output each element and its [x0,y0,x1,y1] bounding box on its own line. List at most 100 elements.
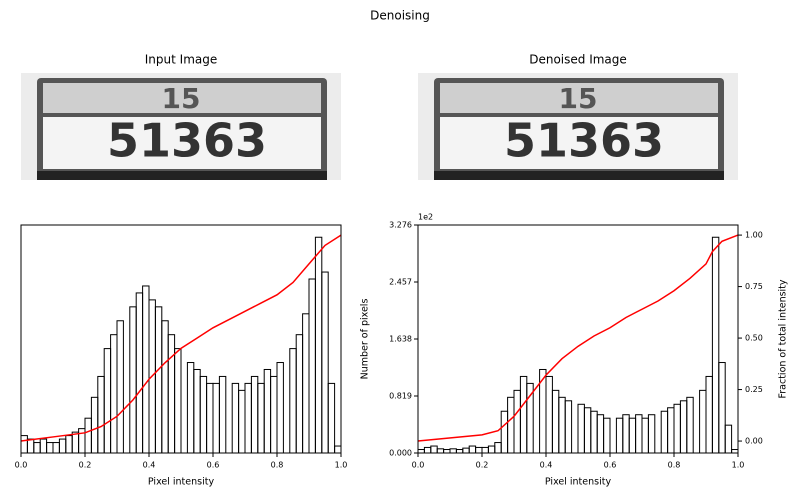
histogram-bar [302,313,310,454]
histogram-bar [513,389,521,454]
x-tick-label: 0.8 [271,461,284,470]
histogram-bar [699,389,707,454]
x-axis-label: Pixel intensity [545,477,612,488]
histogram-bar [603,417,611,454]
histogram-bar [500,410,509,454]
image-title: Input Image [145,53,217,67]
x-tick-label: 0.4 [143,461,156,470]
histogram-bar [564,400,573,454]
histogram-bar [443,449,451,454]
plate-code: 15 [162,82,201,115]
histogram-bar [218,375,227,454]
y2-tick-label: 0.25 [745,385,763,394]
histogram-bar [679,400,688,454]
x-axis-label: Pixel intensity [148,477,215,488]
histogram-bar [667,407,675,454]
y2-tick-label: 0.75 [745,282,763,291]
histogram-bar [731,449,739,454]
x-tick-label: 1.0 [335,461,348,470]
histogram-bar [199,375,208,454]
histogram-bar [641,417,649,454]
histogram-bar [724,424,733,454]
y2-tick-label: 1.00 [745,231,763,240]
y2-tick-label: 0.50 [745,334,763,343]
histogram-bar [628,417,637,454]
histogram-bar [129,306,137,454]
histogram-bar [615,417,624,454]
histogram-bar [622,414,630,454]
histogram-bar [430,445,438,454]
histogram-bar [289,348,297,454]
y-axis-label: Number of pixels [360,299,371,380]
x-tick-label: 0.4 [540,461,553,470]
histogram-bar [334,445,342,454]
figure-title: Denoising [370,9,430,23]
histogram-bar [647,414,656,454]
x-tick-label: 1.0 [732,461,745,470]
histogram-bar [660,410,669,454]
x-tick-label: 0.8 [668,461,681,470]
plate-bar [37,171,327,180]
histogram-bar [673,403,681,454]
axes-frame [20,224,342,454]
histogram-bar [436,448,445,454]
histogram-bar [90,396,99,454]
histogram-bar [244,382,252,454]
histogram-bar [711,236,720,454]
histogram-bar [596,414,605,454]
histogram-bar [308,278,316,454]
y-tick-label: 2.457 [389,278,412,287]
histogram-bar [417,449,425,454]
histogram-bar [295,334,304,454]
histogram-bar [551,389,560,454]
histogram-bar [423,446,432,454]
histogram-bar [116,320,124,454]
y-tick-label: 0.000 [389,449,412,458]
histogram-bar [238,389,246,454]
histogram-bar [186,362,195,454]
histogram-bar [270,375,278,454]
histogram-bar [327,382,336,454]
plate-code: 15 [559,82,598,115]
histogram-bar [590,410,598,454]
plate-top [43,83,321,113]
plate-number: 51363 [107,114,267,168]
histogram-bar [212,382,220,454]
histogram-bar [33,442,41,454]
histogram-bar [26,438,35,454]
y-tick-label: 3.276 [389,221,412,230]
x-tick-label: 0.2 [476,461,489,470]
histogram-bar [39,438,48,454]
x-tick-label: 0.0 [15,461,28,470]
histogram-bar [263,368,272,454]
plate-number: 51363 [504,114,664,168]
histogram-bar [718,362,726,454]
histogram-bar [583,407,592,454]
histogram-bar [475,446,483,454]
histogram-bar [558,396,566,454]
histogram-bar [84,417,92,454]
cdf-line [417,234,739,442]
histogram-bar [135,292,144,454]
histogram-bar [276,362,284,454]
histogram-bar [167,334,176,454]
histogram-bar [20,435,28,454]
histogram-bar [231,382,240,454]
histogram-bar [577,403,585,454]
y-tick-label: 1.638 [389,335,412,344]
histogram-bar [46,442,54,454]
plate-bottom [43,117,321,169]
image-title: Denoised Image [529,53,627,67]
x-tick-label: 0.2 [79,461,92,470]
histogram-bar [487,445,496,454]
x-tick-label: 0.6 [207,461,220,470]
plate-top [440,83,718,113]
cdf-line [20,234,342,442]
plate-bottom [440,117,718,169]
histogram-bar [507,396,515,454]
histogram-bar [455,449,464,454]
histogram-bar [110,334,118,454]
x-tick-label: 0.6 [604,461,617,470]
histogram-bar [314,236,323,454]
